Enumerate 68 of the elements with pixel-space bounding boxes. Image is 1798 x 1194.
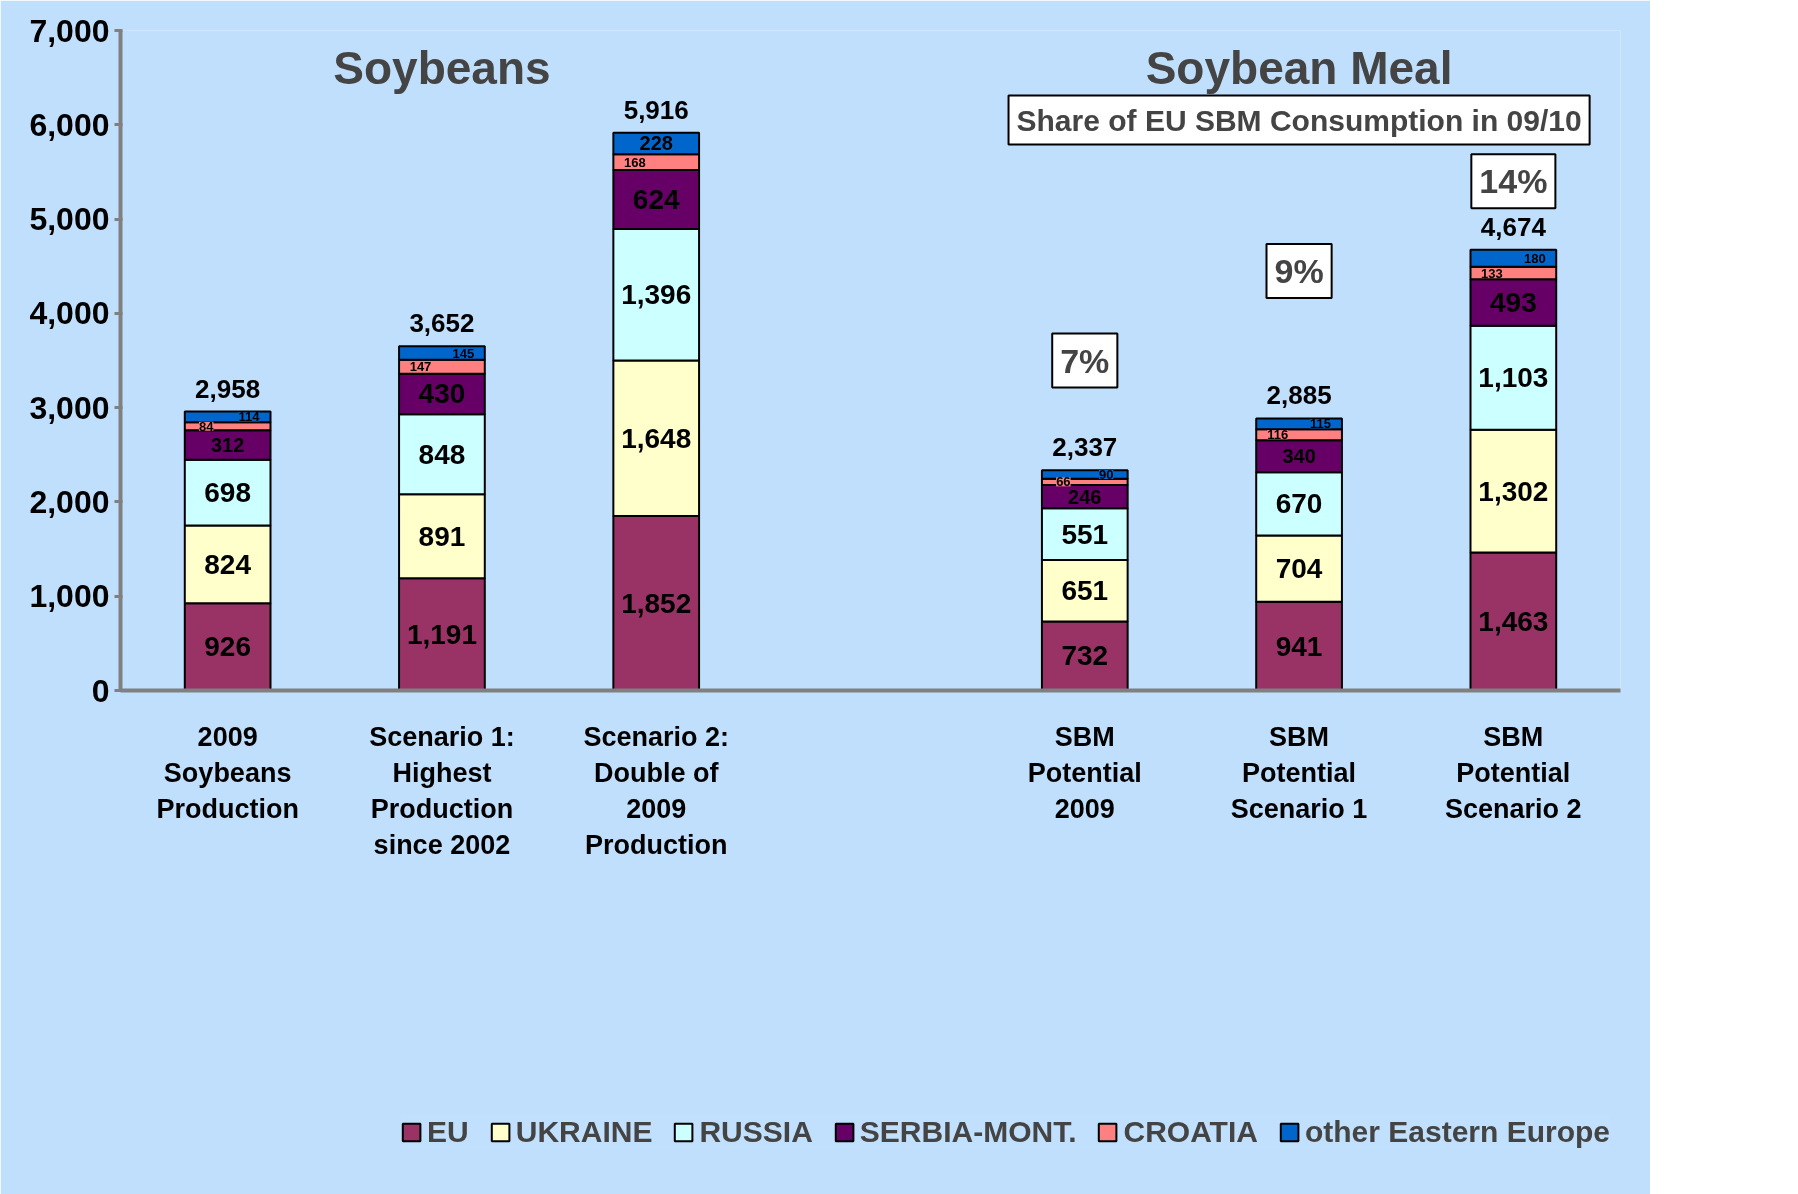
data-label: 1,302 <box>1478 475 1549 507</box>
y-tick-label: 6,000 <box>29 106 110 143</box>
data-label: 168 <box>623 154 646 170</box>
data-label: 1,396 <box>621 279 692 311</box>
data-label: 1,852 <box>621 587 692 619</box>
data-label: 624 <box>632 183 680 215</box>
legend-label: SERBIA-MONT. <box>859 1115 1077 1149</box>
data-label: 116 <box>1267 427 1289 443</box>
data-label: 340 <box>1282 445 1316 468</box>
data-label: 133 <box>1481 265 1503 281</box>
total-label: 2,958 <box>195 373 261 404</box>
data-label: 228 <box>639 132 673 155</box>
legend-label: other Eastern Europe <box>1304 1115 1610 1149</box>
y-tick-label: 0 <box>91 672 110 709</box>
data-label: 704 <box>1275 553 1323 585</box>
annotation: 7% <box>1060 341 1110 380</box>
data-label: 941 <box>1275 630 1323 662</box>
total-label: 4,674 <box>1480 211 1547 242</box>
annotation: 14% <box>1479 162 1548 201</box>
data-label: 114 <box>238 409 261 425</box>
y-tick-label: 5,000 <box>29 201 110 238</box>
data-label: 551 <box>1061 518 1109 550</box>
legend-label: CROATIA <box>1123 1115 1258 1149</box>
x-tick-label: SBM Potential Scenario 2 <box>1445 721 1582 824</box>
data-label: 1,648 <box>621 422 692 454</box>
x-tick-label: Scenario 1: Highest Production since 2002 <box>369 721 515 860</box>
total-label: 5,916 <box>623 94 689 125</box>
legend-label: UKRAINE <box>515 1115 653 1149</box>
annotation: Soybean Meal <box>1145 42 1453 95</box>
data-label: 698 <box>204 477 251 509</box>
total-label: 2,337 <box>1052 432 1118 463</box>
annotation: Soybeans <box>333 42 551 95</box>
data-label: 651 <box>1061 575 1109 607</box>
data-label: 493 <box>1490 287 1537 319</box>
legend-label: RUSSIA <box>699 1115 813 1149</box>
x-tick-label: SBM Potential Scenario 1 <box>1230 721 1368 824</box>
data-label: 1,463 <box>1478 606 1549 638</box>
total-label: 2,885 <box>1266 380 1332 411</box>
data-label: 180 <box>1523 250 1546 266</box>
data-label: 115 <box>1310 416 1331 432</box>
y-tick-label: 7,000 <box>29 12 110 49</box>
y-tick-label: 3,000 <box>29 389 110 426</box>
annotation: 9% <box>1274 251 1324 290</box>
y-tick-label: 4,000 <box>29 295 110 332</box>
x-tick-label: SBM Potential 2009 <box>1027 721 1142 824</box>
data-label: 891 <box>418 520 466 552</box>
data-label: 84 <box>198 418 215 434</box>
data-label: 246 <box>1068 485 1102 508</box>
x-tick-label: 2009 Soybeans Production <box>156 721 299 824</box>
data-label: 147 <box>409 359 432 375</box>
data-label: 926 <box>204 631 251 663</box>
y-tick-label: 2,000 <box>29 483 110 520</box>
data-label: 732 <box>1061 640 1109 672</box>
legend-label: EU <box>427 1115 469 1149</box>
data-label: 824 <box>204 548 252 580</box>
data-label: 848 <box>418 438 466 470</box>
data-label: 145 <box>452 345 475 361</box>
y-tick-label: 1,000 <box>29 578 110 615</box>
total-label: 3,652 <box>409 308 475 339</box>
data-label: 430 <box>418 378 466 410</box>
data-label: 670 <box>1275 488 1323 520</box>
data-label: 1,191 <box>406 618 477 650</box>
data-label: 66 <box>1056 474 1071 490</box>
data-label: 90 <box>1098 466 1114 482</box>
data-label: 1,103 <box>1478 362 1549 394</box>
x-tick-label: Scenario 2: Double of 2009 Production <box>583 721 729 860</box>
annotation: Share of EU SBM Consumption in 09/10 <box>1016 103 1582 137</box>
data-label: 312 <box>210 433 245 456</box>
